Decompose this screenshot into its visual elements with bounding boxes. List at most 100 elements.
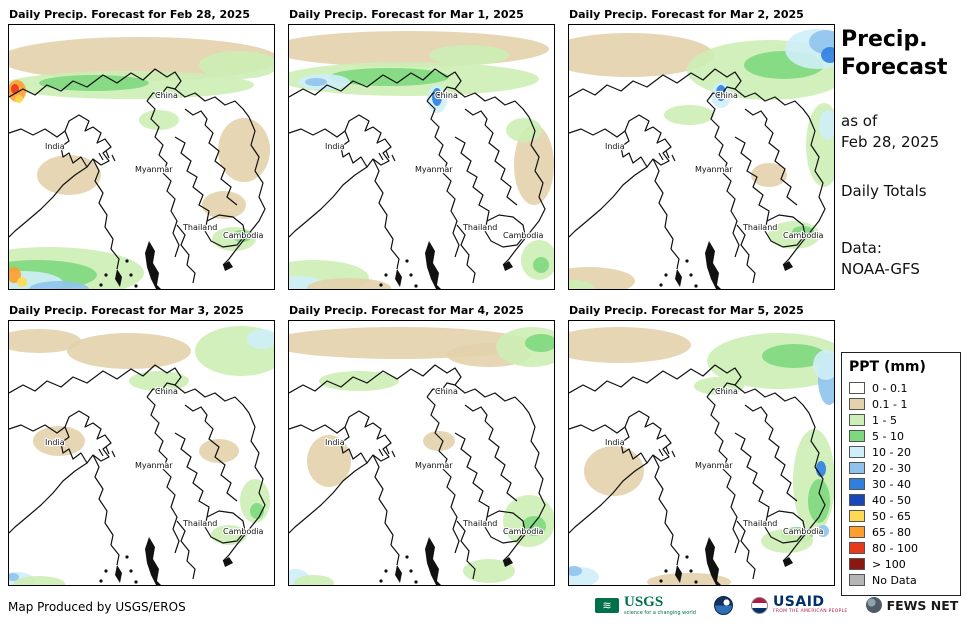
legend-entry: 1 - 5: [849, 412, 953, 428]
map-label: Thailand: [462, 519, 497, 528]
logo-row: ≋ USGS science for a changing world USAI…: [595, 592, 958, 618]
as-of-date: as of Feb 28, 2025: [841, 111, 965, 153]
map-label: Myanmar: [695, 461, 733, 470]
usaid-logo-label: USAID: [772, 594, 825, 611]
panel-title: Daily Precip. Forecast for Mar 5, 2025: [569, 304, 804, 317]
legend-title: PPT (mm): [849, 359, 926, 375]
map-canvas: India China Myanmar Thailand Cambodia: [568, 24, 835, 290]
panel-title: Daily Precip. Forecast for Mar 4, 2025: [289, 304, 524, 317]
map-panel-mar2: Daily Precip. Forecast for Mar 2, 2025 I…: [568, 8, 835, 290]
legend-entry: > 100: [849, 556, 953, 572]
legend-swatch: [849, 414, 865, 426]
map-label: India: [605, 142, 625, 151]
map-label: Myanmar: [135, 461, 173, 470]
legend-swatch: [849, 398, 865, 410]
legend-swatch: [849, 558, 865, 570]
page-title-line1: Precip.: [841, 27, 928, 52]
map-label: Cambodia: [223, 527, 264, 536]
legend-entry: 65 - 80: [849, 524, 953, 540]
map-label: Cambodia: [223, 231, 264, 240]
legend-entry-label: No Data: [872, 573, 917, 587]
map-label: Thailand: [462, 223, 497, 232]
legend-rows: 0 - 0.1 0.1 - 1 1 - 5 5 - 10 10 - 20 20 - 30 3…: [849, 380, 953, 588]
map-canvas: India China Myanmar Thailand Cambodia: [8, 24, 275, 290]
as-of-label: as of: [841, 112, 878, 130]
map-label: Myanmar: [415, 461, 453, 470]
map-label: India: [325, 438, 345, 447]
legend-entry-label: 30 - 40: [872, 477, 911, 491]
legend-entry-label: 0 - 0.1: [872, 381, 908, 395]
legend-entry-label: 5 - 10: [872, 429, 904, 443]
panel-title: Daily Precip. Forecast for Mar 3, 2025: [9, 304, 244, 317]
map-panel-mar5: Daily Precip. Forecast for Mar 5, 2025 I…: [568, 304, 835, 586]
map-panel-mar3: Daily Precip. Forecast for Mar 3, 2025 I…: [8, 304, 275, 586]
usgs-logo: ≋ USGS science for a changing world: [595, 593, 696, 616]
fewsnet-logo-label: FEWS NET: [886, 597, 959, 613]
legend-swatch: [849, 510, 865, 522]
data-source: Data: NOAA-GFS: [841, 238, 965, 280]
panel-title: Daily Precip. Forecast for Mar 1, 2025: [289, 8, 524, 21]
map-label: Cambodia: [503, 527, 544, 536]
map-label: Myanmar: [135, 165, 173, 174]
map-credit: Map Produced by USGS/EROS: [8, 600, 186, 614]
legend-entry: No Data: [849, 572, 953, 588]
noaa-logo: [713, 595, 733, 615]
fewsnet-globe-icon: [865, 597, 882, 613]
legend-entry-label: 20 - 30: [872, 461, 911, 475]
map-label: India: [605, 438, 625, 447]
legend-entry: 0 - 0.1: [849, 380, 953, 396]
usgs-logo-label: USGS: [624, 593, 664, 610]
legend-entry-label: 0.1 - 1: [872, 397, 908, 411]
legend-entry: 0.1 - 1: [849, 396, 953, 412]
legend-swatch: [849, 526, 865, 538]
map-label: Myanmar: [695, 165, 733, 174]
map-panel-mar1: Daily Precip. Forecast for Mar 1, 2025 I…: [288, 8, 555, 290]
legend-swatch: [849, 382, 865, 394]
map-label: India: [325, 142, 345, 151]
map-canvas: India China Myanmar Thailand Cambodia: [8, 320, 275, 586]
map-label: China: [155, 91, 178, 100]
usaid-logo-tagline: FROM THE AMERICAN PEOPLE: [772, 609, 848, 615]
legend-swatch: [849, 446, 865, 458]
map-label: India: [45, 438, 65, 447]
legend-swatch: [849, 462, 865, 474]
page-title-line2: Forecast: [841, 54, 948, 80]
map-label: Thailand: [182, 223, 217, 232]
map-label: Thailand: [742, 223, 777, 232]
legend-swatch: [849, 542, 865, 554]
legend-entry: 80 - 100: [849, 540, 953, 556]
page-title: Precip. Forecast: [841, 26, 965, 81]
usaid-logo: USAID FROM THE AMERICAN PEOPLE: [750, 594, 848, 615]
map-canvas: India China Myanmar Thailand Cambodia: [288, 320, 555, 586]
usgs-logo-tagline: science for a changing world: [624, 609, 696, 616]
map-label: China: [155, 387, 178, 396]
map-label: Cambodia: [503, 231, 544, 240]
legend-entry: 10 - 20: [849, 444, 953, 460]
legend-entry-label: 50 - 65: [872, 509, 911, 523]
map-label: Thailand: [182, 519, 217, 528]
legend-entry-label: 1 - 5: [872, 413, 897, 427]
daily-totals-label: Daily Totals: [841, 182, 927, 200]
panel-title: Daily Precip. Forecast for Mar 2, 2025: [569, 8, 804, 21]
legend-swatch: [849, 574, 865, 586]
legend-entry-label: > 100: [872, 557, 906, 571]
map-label: India: [45, 142, 65, 151]
map-label: Cambodia: [783, 231, 824, 240]
map-label: Cambodia: [783, 527, 824, 536]
map-label: China: [435, 387, 458, 396]
fewsnet-logo: FEWS NET: [865, 597, 959, 613]
legend-entry-label: 40 - 50: [872, 493, 911, 507]
legend-entry: 30 - 40: [849, 476, 953, 492]
noaa-emblem-icon: [713, 595, 733, 615]
map-label: Myanmar: [415, 165, 453, 174]
as-of-value: Feb 28, 2025: [841, 133, 940, 151]
info-sidebar: Precip. Forecast as of Feb 28, 2025 Dail…: [841, 26, 965, 280]
legend-entry-label: 10 - 20: [872, 445, 911, 459]
panel-title: Daily Precip. Forecast for Feb 28, 2025: [9, 8, 251, 21]
map-canvas: India China Myanmar Thailand Cambodia: [568, 320, 835, 586]
map-panel-mar4: Daily Precip. Forecast for Mar 4, 2025 I…: [288, 304, 555, 586]
legend-entry-label: 65 - 80: [872, 525, 911, 539]
map-label: China: [435, 91, 458, 100]
data-source-value: NOAA-GFS: [841, 260, 920, 278]
